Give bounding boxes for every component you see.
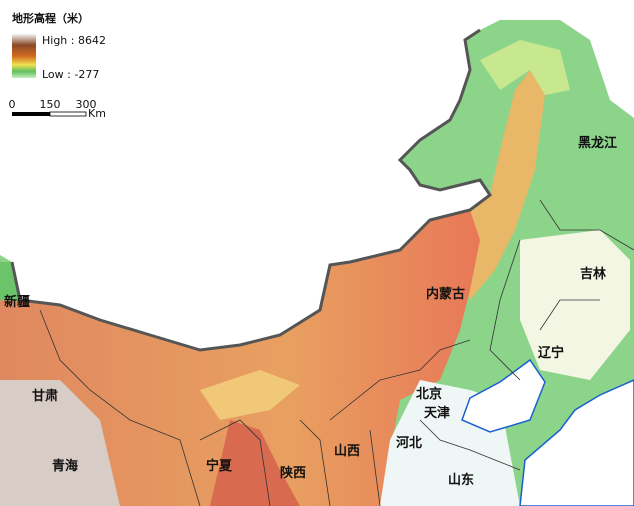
border bbox=[539, 199, 634, 251]
highland bbox=[480, 40, 570, 95]
scale-segment bbox=[49, 111, 87, 117]
legend-low: Low : -277 bbox=[42, 68, 99, 81]
province-borders bbox=[39, 199, 634, 506]
border bbox=[539, 299, 600, 331]
border bbox=[329, 339, 471, 421]
region-label: 宁夏 bbox=[206, 458, 233, 474]
region-label: 天津 bbox=[424, 405, 450, 421]
region-label: 山西 bbox=[334, 443, 360, 459]
desert bbox=[200, 370, 300, 420]
scale-unit: Km bbox=[88, 107, 106, 120]
scale-label: 150 bbox=[40, 98, 61, 111]
region-label: 吉林 bbox=[580, 266, 606, 282]
bohai-sea bbox=[461, 358, 546, 433]
loess bbox=[210, 420, 300, 506]
scale-segment bbox=[12, 112, 50, 116]
region-labels: 黑龙江 吉林 内蒙古 辽宁 新疆 北京 天津 甘肃 河北 山西 青海 宁夏 陕西… bbox=[4, 135, 617, 488]
yellow-sea bbox=[519, 379, 634, 506]
xinjiang-lowland bbox=[0, 262, 20, 300]
border bbox=[299, 419, 331, 506]
region-label: 陕西 bbox=[280, 465, 306, 481]
legend-title: 地形高程（米） bbox=[12, 11, 89, 25]
northeast-plain bbox=[520, 230, 630, 380]
region-label: 河北 bbox=[396, 435, 422, 451]
region-label: 北京 bbox=[416, 386, 442, 402]
region-label: 新疆 bbox=[4, 294, 30, 310]
legend-ramp bbox=[12, 34, 36, 78]
border bbox=[369, 429, 381, 506]
scale-label: 300 bbox=[76, 98, 97, 111]
region-label: 山东 bbox=[448, 472, 474, 488]
plateau bbox=[0, 210, 480, 506]
national-border bbox=[10, 28, 493, 352]
scale-label: 0 bbox=[9, 98, 16, 111]
legend-high: High : 8642 bbox=[42, 34, 106, 47]
region-label: 甘肃 bbox=[32, 388, 58, 404]
region-label: 黑龙江 bbox=[578, 135, 617, 151]
border bbox=[419, 419, 521, 471]
region-label: 内蒙古 bbox=[426, 286, 465, 302]
scale-bar: 0 150 300 Km bbox=[9, 98, 106, 120]
border bbox=[489, 239, 521, 381]
region-label: 辽宁 bbox=[538, 345, 564, 361]
border bbox=[199, 419, 271, 506]
khingan-range bbox=[470, 70, 545, 300]
border bbox=[39, 309, 201, 506]
region-label: 青海 bbox=[52, 458, 78, 474]
tibetan-plateau bbox=[0, 380, 120, 506]
